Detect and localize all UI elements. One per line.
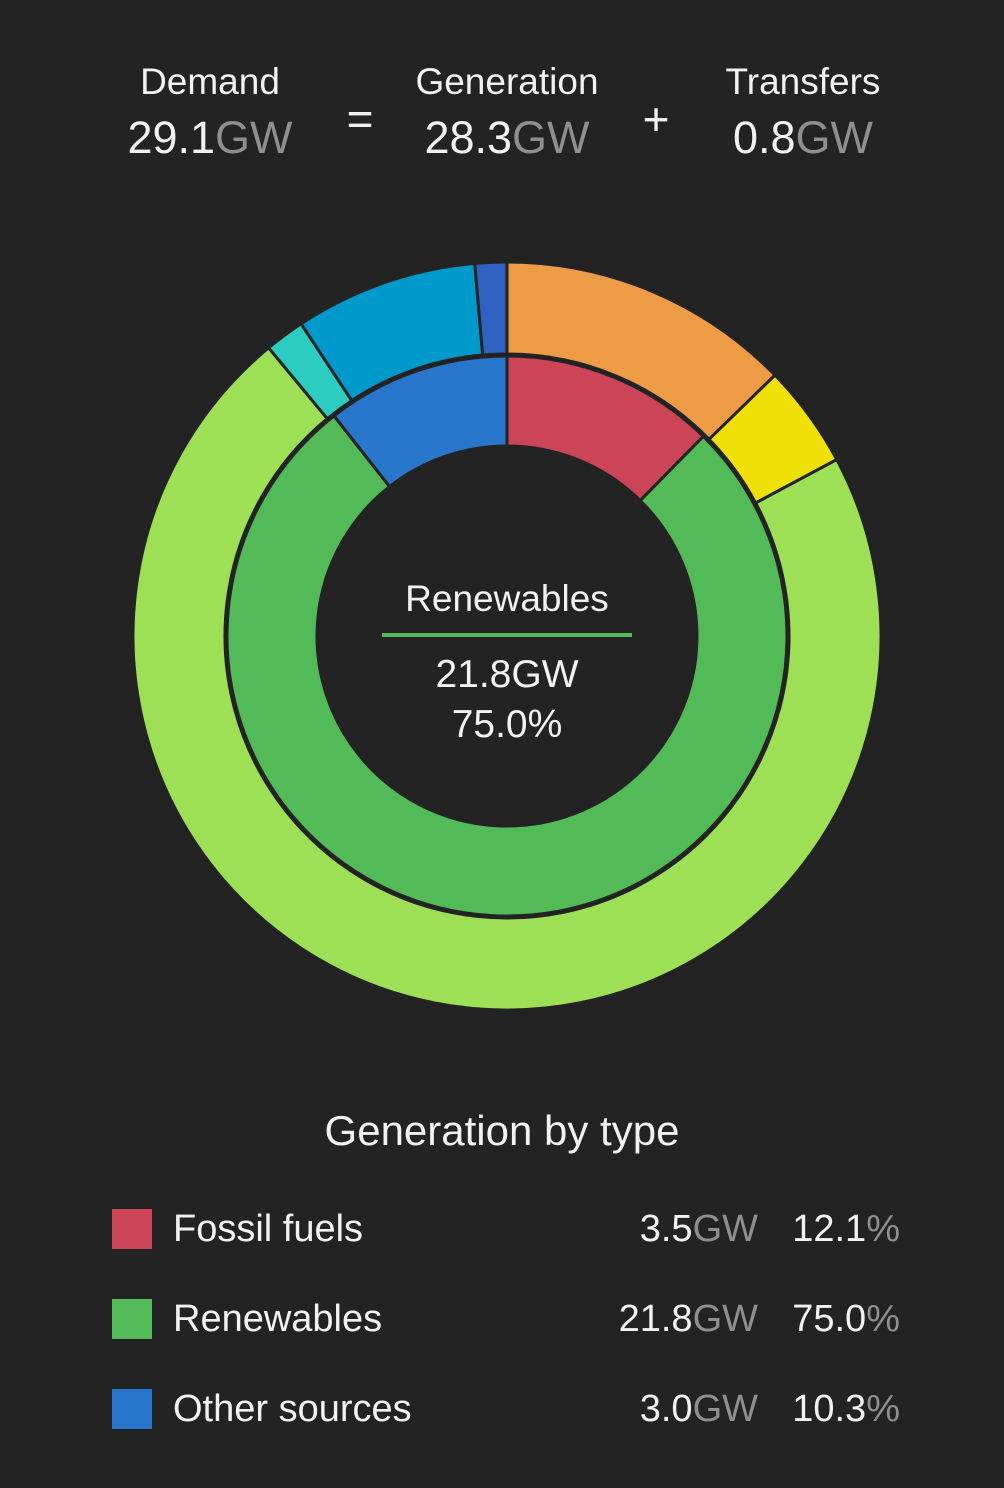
inner-ring-slice-2[interactable]	[331, 354, 509, 489]
legend-pct-fossil: 12.1%	[792, 1204, 900, 1254]
legend-name-other: Other sources	[173, 1388, 412, 1430]
equals-sign: =	[346, 93, 374, 145]
demand-label: Demand	[140, 61, 280, 102]
legend-title: Generation by type	[324, 1107, 680, 1154]
transfers-value-wrap: 0.8GW	[673, 108, 933, 168]
center-value: 21.8GW	[435, 653, 579, 696]
center-percent: 75.0%	[451, 703, 563, 746]
legend-pct-value-renewables: 75.0	[792, 1298, 867, 1340]
legend-name-renewables: Renewables	[173, 1298, 383, 1340]
legend-gw-value-renewables: 21.8	[618, 1298, 693, 1340]
legend-pct-value-other: 10.3	[792, 1388, 867, 1430]
generation-value: 28.3	[424, 112, 513, 163]
demand-summary: Demand 29.1GW	[80, 58, 340, 168]
legend-pct-unit-renewables: %	[866, 1298, 900, 1340]
demand-value-wrap: 29.1GW	[80, 108, 340, 168]
transfers-label: Transfers	[725, 61, 881, 102]
outer-ring-slice-5[interactable]	[473, 260, 509, 357]
legend-pct-renewables: 75.0%	[792, 1294, 900, 1344]
legend-pct-unit-other: %	[866, 1388, 900, 1430]
legend-pct-other: 10.3%	[792, 1384, 900, 1434]
legend-gw-value-fossil: 3.5	[639, 1208, 693, 1250]
generation-value-wrap: 28.3GW	[377, 108, 637, 168]
legend-swatch-fossil	[112, 1209, 152, 1249]
generation-donut-chart	[131, 260, 883, 1012]
generation-label: Generation	[415, 61, 599, 102]
center-divider	[382, 633, 632, 637]
legend-pct-unit-fossil: %	[866, 1208, 900, 1250]
legend-gw-unit-fossil: GW	[692, 1208, 758, 1250]
center-title: Renewables	[405, 578, 609, 619]
legend-gw-fossil: 3.5GW	[640, 1204, 758, 1254]
inner-ring-slice-1[interactable]	[225, 413, 789, 918]
legend-item-renewables[interactable]: Renewables 21.8GW 75.0%	[0, 1294, 1004, 1344]
generation-summary: Generation 28.3GW	[377, 58, 637, 168]
legend-gw-unit-renewables: GW	[692, 1298, 758, 1340]
transfers-value: 0.8	[732, 112, 796, 163]
legend-gw-other: 3.0GW	[640, 1384, 758, 1434]
transfers-summary: Transfers 0.8GW	[673, 58, 933, 168]
legend-item-other[interactable]: Other sources 3.0GW 10.3%	[0, 1384, 1004, 1434]
legend-gw-unit-other: GW	[692, 1388, 758, 1430]
outer-ring-slice-2[interactable]	[131, 345, 883, 1012]
legend-swatch-other	[112, 1389, 152, 1429]
legend-item-fossil[interactable]: Fossil fuels 3.5GW 12.1%	[0, 1204, 1004, 1254]
generation-unit: GW	[512, 112, 590, 163]
plus-sign: +	[642, 93, 670, 145]
transfers-unit: GW	[795, 112, 874, 163]
legend-gw-renewables: 21.8GW	[619, 1294, 758, 1344]
legend-pct-value-fossil: 12.1	[792, 1208, 867, 1250]
legend-gw-value-other: 3.0	[639, 1388, 693, 1430]
legend-name-fossil: Fossil fuels	[173, 1208, 364, 1250]
demand-unit: GW	[215, 112, 293, 163]
demand-value: 29.1	[127, 112, 216, 163]
legend-swatch-renewables	[112, 1299, 152, 1339]
